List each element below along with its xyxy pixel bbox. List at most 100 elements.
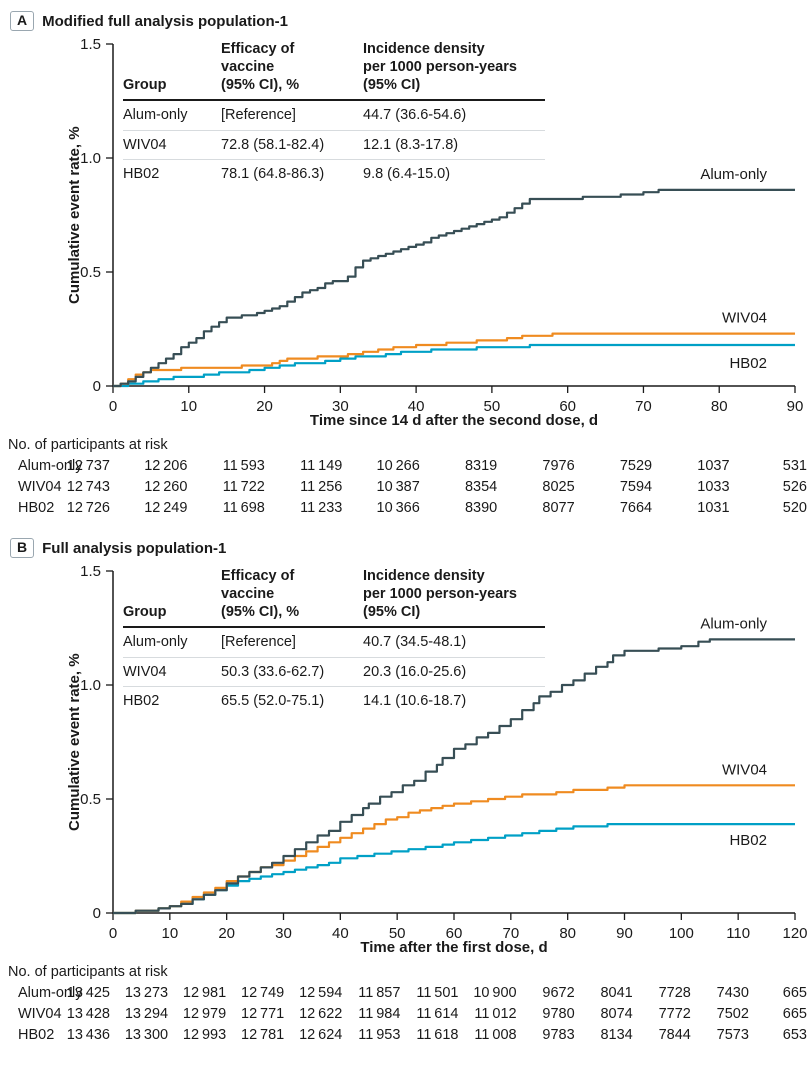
panel-b-plot: 0 10 20 30 40 50 60 70 80 90 100 110 120 0 0.5 1.0 1.5 Al…	[80, 563, 807, 942]
x-tick-label: 0	[109, 925, 117, 942]
y-tick-label: 0.5	[80, 791, 101, 808]
x-tick-label: 60	[446, 925, 463, 942]
at-risk-value: 7664	[619, 500, 653, 516]
at-risk-value: 11 698	[222, 500, 265, 516]
at-risk-value: 653	[782, 1027, 807, 1043]
at-risk-row-label: Alum-only	[18, 985, 83, 1001]
at-risk-value: 12 624	[299, 1027, 343, 1043]
at-risk-row-alum-only: Alum-only 13 425 13 273 12 981 12 749 12 594 1…	[0, 983, 810, 1004]
at-risk-row-label: HB02	[18, 1027, 55, 1043]
at-risk-value: 12 979	[182, 1006, 227, 1022]
at-risk-value: 1031	[697, 500, 730, 516]
x-tick-label: 20	[256, 398, 273, 415]
at-risk-value: 11 984	[358, 1006, 401, 1022]
at-risk-value: 11 857	[358, 985, 401, 1001]
panel-a-letter: A	[10, 11, 35, 31]
x-tick-label: 50	[389, 925, 406, 942]
series-label-hb02: HB02	[729, 832, 767, 849]
at-risk-row-wiv04: WIV04 12 743 12 260 11 722 11 256 10 387 8354 8…	[0, 477, 810, 498]
incidence-cell: 9.8 (6.4-15.0)	[363, 165, 451, 182]
x-tick-label: 30	[275, 925, 292, 942]
panel-b-title: Full analysis population-1	[42, 539, 227, 557]
at-risk-value: 11 618	[416, 1027, 459, 1043]
series-label-alum-only: Alum-only	[700, 166, 767, 183]
group-cell: Alum-only	[123, 627, 221, 658]
at-risk-value: 13 436	[66, 1027, 110, 1043]
at-risk-value: 11 501	[416, 985, 459, 1001]
at-risk-value: 13 294	[124, 1006, 169, 1022]
at-risk-row-label: WIV04	[18, 1006, 62, 1022]
at-risk-value: 12 981	[182, 985, 227, 1001]
at-risk-value: 1033	[697, 479, 730, 495]
at-risk-value: 10 366	[376, 500, 420, 516]
x-tick-label: 110	[726, 925, 750, 942]
group-cell: WIV04	[123, 657, 221, 687]
at-risk-table: No. of participants at risk Alum-only 12 …	[0, 434, 810, 519]
series-label-alum-only: Alum-only	[700, 615, 767, 632]
panel-b-letter: B	[10, 538, 35, 558]
at-risk-value: 12 249	[144, 500, 188, 516]
at-risk-value: 1037	[697, 458, 730, 474]
at-risk-value: 11 008	[474, 1027, 517, 1043]
inset-row-hb02: HB02 65.5 (52.0-75.1) 14.1 (10.6-18.7)	[123, 686, 545, 715]
at-risk-value: 12 749	[241, 985, 285, 1001]
series-line-alum-only	[113, 188, 795, 388]
at-risk-value: 12 737	[66, 458, 110, 474]
inset-header-row: Group Efficacy of vaccine (95% CI), % In…	[123, 567, 545, 629]
at-risk-rows: Alum-only 13 425 13 273 12 981 12 749 12 594 1…	[0, 983, 810, 1046]
at-risk-value: 7529	[619, 458, 653, 474]
x-tick-label: 10	[180, 398, 197, 415]
series-line-wiv04	[113, 784, 795, 915]
series-line-wiv04	[113, 332, 795, 388]
group-cell: HB02	[123, 692, 160, 709]
inset-header-row: Group Efficacy of vaccine (95% CI), % In…	[123, 40, 545, 102]
inset-row-hb02: HB02 78.1 (64.8-86.3) 9.8 (6.4-15.0)	[123, 159, 545, 188]
incidence-cell: 44.7 (36.6-54.6)	[363, 100, 545, 131]
at-risk-value: 13 273	[124, 985, 169, 1001]
x-axis-label: Time after the first dose, d	[360, 939, 548, 956]
at-risk-value: 11 614	[416, 1006, 459, 1022]
inset-row-alum-only: Alum-only [Reference] 44.7 (36.6-54.6)	[123, 100, 545, 131]
at-risk-row-hb02: HB02 12 726 12 249 11 698 11 233 10 366 8390 80…	[0, 498, 810, 519]
y-axis-label: Cumulative event rate, %	[66, 126, 83, 304]
at-risk-row-label: WIV04	[18, 479, 62, 495]
at-risk-value: 531	[782, 458, 807, 474]
inset-header-efficacy: Efficacy of vaccine (95% CI), %	[221, 567, 363, 629]
series-line-hb02	[113, 343, 795, 388]
at-risk-value: 7502	[716, 1006, 749, 1022]
inset-header-group: Group	[123, 567, 221, 629]
at-risk-value: 665	[782, 1006, 807, 1022]
at-risk-value: 12 206	[144, 458, 188, 474]
x-tick-label: 100	[669, 925, 694, 942]
at-risk-value: 12 594	[299, 985, 343, 1001]
x-tick-label: 90	[787, 398, 804, 415]
at-risk-value: 13 428	[66, 1006, 110, 1022]
panel-a-title: Modified full analysis population-1	[42, 12, 288, 30]
at-risk-value: 665	[782, 985, 807, 1001]
incidence-cell: 14.1 (10.6-18.7)	[363, 692, 467, 709]
at-risk-value: 13 300	[124, 1027, 169, 1043]
at-risk-value: 7594	[619, 479, 653, 495]
at-risk-value: 11 149	[300, 458, 343, 474]
series-label-hb02: HB02	[729, 355, 767, 372]
at-risk-value: 9780	[542, 1006, 575, 1022]
at-risk-table: No. of participants at risk Alum-only 13 …	[0, 961, 810, 1046]
panel-a-plot: 0 10 20 30 40 50 60 70 80 9000.51.01.5Alum-onlyWI…	[80, 36, 804, 415]
y-tick-label: 1.5	[80, 36, 101, 53]
at-risk-rows: Alum-only 12 737 12 206 11 593 11 149 10 266 8…	[0, 456, 810, 519]
y-tick-label: 1.5	[80, 563, 101, 580]
at-risk-value: 11 722	[222, 479, 265, 495]
x-tick-label: 50	[484, 398, 501, 415]
at-risk-value: 11 256	[300, 479, 343, 495]
x-tick-label: 30	[332, 398, 349, 415]
x-tick-label: 40	[332, 925, 349, 942]
x-tick-label: 90	[616, 925, 633, 942]
x-tick-label: 70	[502, 925, 519, 942]
at-risk-row-label: Alum-only	[18, 458, 83, 474]
panel-b-chart-area: 0 10 20 30 40 50 60 70 80 90 100 110 120 0 0.5 1.0 1.5 Al…	[0, 561, 810, 943]
efficacy-table: Group Efficacy of vaccine (95% CI), % In…	[123, 40, 545, 188]
x-tick-label: 70	[635, 398, 652, 415]
at-risk-value: 8354	[464, 479, 498, 495]
x-tick-label: 120	[782, 925, 807, 942]
panel-b-header: B Full analysis population-1	[0, 529, 810, 561]
